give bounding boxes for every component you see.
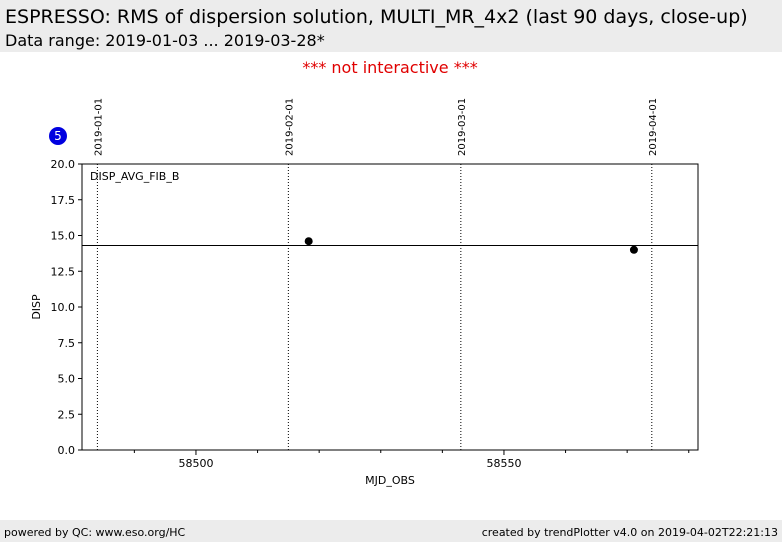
x-axis-label: MJD_OBS [365, 474, 415, 487]
y-tick-label: 2.5 [58, 408, 76, 421]
note: *** not interactive *** [302, 58, 477, 77]
date-label: 2019-04-01 [648, 98, 659, 156]
x-tick-label: 58550 [486, 457, 521, 470]
date-label: 2019-01-01 [93, 98, 104, 156]
plot-frame [81, 163, 699, 451]
date-label: 2019-02-01 [284, 98, 295, 156]
y-tick-label: 0.0 [58, 444, 76, 457]
y-tick-label: 12.5 [51, 265, 76, 278]
panel-label: DISP_AVG_FIB_B [90, 170, 179, 183]
badge-text: 5 [54, 129, 62, 143]
data-point [629, 245, 638, 254]
y-tick-label: 15.0 [51, 230, 76, 243]
x-tick-label: 58500 [178, 457, 213, 470]
chart-title: ESPRESSO: RMS of dispersion solution, MU… [5, 6, 748, 28]
data-point [304, 237, 313, 246]
y-tick-label: 7.5 [58, 337, 76, 350]
badge [49, 127, 67, 145]
footer-band [0, 520, 782, 542]
header-band [0, 0, 782, 52]
y-tick-label: 20.0 [51, 158, 76, 171]
y-tick-label: 17.5 [51, 194, 76, 207]
chart-subtitle: Data range: 2019-01-03 ... 2019-03-28* [5, 31, 325, 50]
footer-right: created by trendPlotter v4.0 on 2019-04-… [482, 526, 778, 539]
y-tick-label: 5.0 [58, 373, 76, 386]
y-tick-label: 10.0 [51, 301, 76, 314]
footer-left: powered by QC: www.eso.org/HC [4, 526, 186, 539]
y-axis-label: DISP [30, 294, 43, 320]
date-label: 2019-03-01 [457, 98, 468, 156]
